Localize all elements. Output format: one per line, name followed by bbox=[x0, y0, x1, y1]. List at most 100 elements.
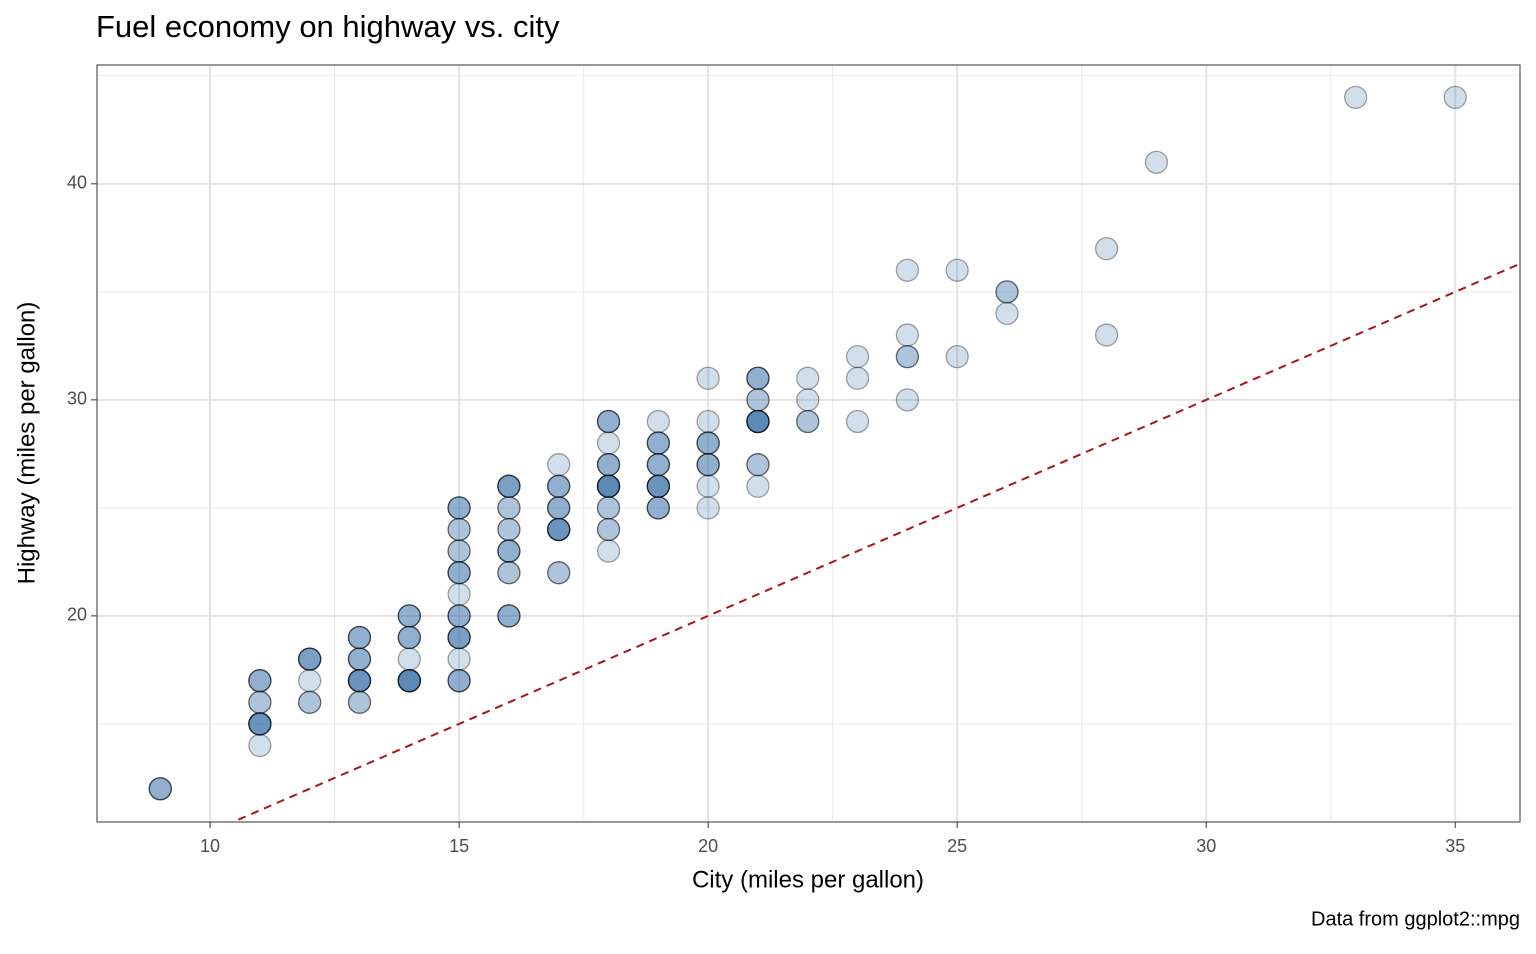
chart-title: Fuel economy on highway vs. city bbox=[96, 9, 560, 44]
point bbox=[547, 561, 571, 585]
point bbox=[596, 474, 621, 498]
point bbox=[547, 517, 571, 542]
point bbox=[945, 258, 969, 282]
point bbox=[397, 604, 421, 628]
point bbox=[596, 431, 621, 455]
point bbox=[347, 625, 372, 650]
x-tick-label: 25 bbox=[947, 836, 967, 856]
point bbox=[596, 496, 621, 520]
point bbox=[447, 625, 471, 650]
point bbox=[248, 669, 272, 693]
y-tick-label: 20 bbox=[67, 605, 87, 625]
point bbox=[347, 669, 372, 693]
point bbox=[1443, 85, 1467, 110]
point bbox=[746, 453, 770, 477]
point bbox=[845, 345, 870, 369]
point bbox=[845, 409, 870, 434]
point bbox=[596, 474, 621, 498]
point bbox=[746, 388, 770, 412]
y-tick-label: 40 bbox=[67, 173, 87, 193]
point bbox=[347, 647, 372, 671]
point bbox=[447, 582, 471, 606]
point bbox=[746, 409, 770, 434]
point bbox=[646, 474, 670, 498]
point bbox=[646, 496, 670, 520]
point bbox=[1094, 323, 1119, 347]
point bbox=[547, 453, 571, 477]
point bbox=[895, 323, 920, 347]
point bbox=[746, 453, 770, 477]
point bbox=[596, 539, 621, 563]
point bbox=[646, 431, 670, 455]
point bbox=[447, 561, 471, 585]
point bbox=[397, 669, 421, 693]
point bbox=[447, 561, 471, 585]
point bbox=[347, 669, 372, 693]
point bbox=[646, 496, 670, 520]
point bbox=[547, 517, 571, 542]
point bbox=[248, 669, 272, 693]
point bbox=[497, 604, 521, 628]
point bbox=[397, 604, 421, 628]
point bbox=[596, 409, 621, 434]
point bbox=[397, 669, 421, 693]
point bbox=[845, 366, 870, 390]
point bbox=[397, 625, 421, 650]
point bbox=[547, 517, 571, 542]
point bbox=[497, 561, 521, 585]
point bbox=[248, 690, 272, 714]
point bbox=[596, 474, 621, 498]
point bbox=[796, 409, 820, 434]
point bbox=[547, 474, 571, 498]
point bbox=[696, 431, 720, 455]
point bbox=[895, 345, 920, 369]
point bbox=[547, 496, 571, 520]
point bbox=[696, 409, 720, 434]
point bbox=[696, 431, 720, 455]
point bbox=[497, 496, 521, 520]
point bbox=[895, 345, 920, 369]
point bbox=[447, 604, 471, 628]
y-axis-label: Highway (miles per gallon) bbox=[13, 302, 40, 585]
point bbox=[148, 777, 172, 801]
point bbox=[447, 496, 471, 520]
caption: Data from ggplot2::mpg bbox=[1311, 908, 1520, 930]
point bbox=[248, 669, 272, 693]
point bbox=[696, 453, 720, 477]
point bbox=[148, 777, 172, 801]
point bbox=[746, 409, 770, 434]
point bbox=[447, 669, 471, 693]
point bbox=[696, 366, 720, 390]
point bbox=[995, 280, 1019, 304]
point bbox=[347, 690, 372, 714]
point bbox=[397, 604, 421, 628]
point bbox=[646, 474, 670, 498]
point bbox=[298, 647, 322, 671]
point bbox=[596, 474, 621, 498]
point bbox=[447, 496, 471, 520]
point bbox=[746, 388, 770, 412]
point bbox=[497, 474, 521, 498]
point bbox=[248, 733, 272, 758]
point bbox=[347, 669, 372, 693]
point bbox=[596, 409, 621, 434]
point bbox=[347, 625, 372, 650]
x-tick-label: 30 bbox=[1196, 836, 1216, 856]
point bbox=[447, 647, 471, 671]
point bbox=[447, 539, 471, 563]
point bbox=[547, 496, 571, 520]
point bbox=[248, 690, 272, 714]
point bbox=[596, 496, 621, 520]
point bbox=[1144, 150, 1169, 174]
point bbox=[397, 647, 421, 671]
point bbox=[248, 712, 272, 736]
point bbox=[646, 496, 670, 520]
point bbox=[646, 431, 670, 455]
point bbox=[248, 712, 272, 736]
point bbox=[397, 625, 421, 650]
point bbox=[497, 539, 521, 563]
point bbox=[547, 474, 571, 498]
point bbox=[547, 474, 571, 498]
point bbox=[596, 474, 621, 498]
